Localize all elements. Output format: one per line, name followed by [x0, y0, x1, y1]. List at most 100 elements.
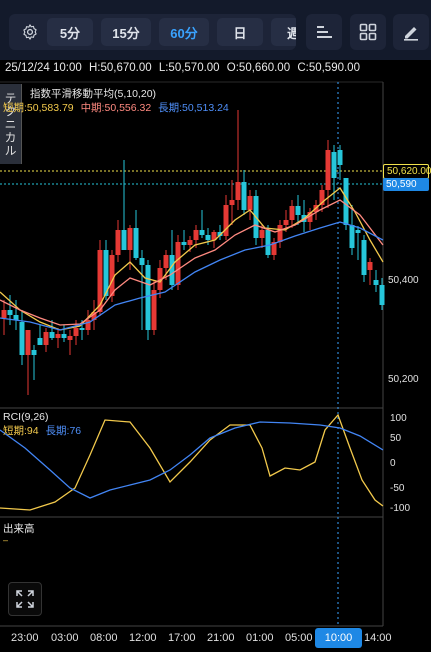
time-axis-label: 05:00: [285, 632, 313, 644]
time-axis-label: 23:00: [11, 632, 39, 644]
rci-short-line: [0, 413, 384, 511]
candle-body: [73, 328, 79, 336]
expand-chart-button[interactable]: [8, 582, 42, 616]
timeframe-60min-button[interactable]: 60分: [159, 18, 209, 46]
candle-body: [91, 312, 97, 320]
rci-axis-label: 50: [390, 433, 402, 444]
price-axis-label: 50,400: [388, 275, 419, 286]
time-axis-current: 10:00: [315, 628, 362, 648]
candle-body: [121, 230, 127, 250]
candle-body: [1, 310, 7, 318]
candle-body: [319, 190, 325, 205]
rci-lines: [0, 413, 384, 511]
timeframe-daily-button[interactable]: 日: [217, 18, 263, 46]
rci-short-value: 短期:94: [3, 425, 39, 437]
candle-body: [283, 220, 289, 225]
info-datetime: 25/12/24 10:00: [5, 62, 82, 74]
time-axis-label: 03:00: [51, 632, 79, 644]
candle-body: [295, 206, 301, 215]
timeframe-selector: 5分 15分 60分 日 週: [9, 14, 296, 50]
ema-mid-line: [0, 199, 384, 326]
drawing-tool-button[interactable]: [393, 14, 429, 50]
candle-body: [61, 334, 67, 338]
info-open: O:50,660.00: [226, 62, 291, 74]
ema-long-line: [0, 221, 384, 331]
candle-body: [19, 322, 25, 355]
grid-icon: [359, 23, 377, 41]
candle-body: [103, 250, 109, 296]
candle-body: [199, 230, 205, 235]
ema-legend: 指数平滑移動平均(5,10,20): [30, 86, 156, 101]
candle-body: [265, 230, 271, 255]
info-high: H:50,670.00: [88, 62, 152, 74]
layout-grid-button[interactable]: [350, 14, 386, 50]
candle-body: [49, 332, 55, 338]
candle-body: [355, 230, 361, 233]
rci-axis-label: 100: [390, 413, 407, 424]
candle-body: [127, 228, 133, 250]
time-axis-label: 01:00: [246, 632, 274, 644]
candle-body: [223, 205, 229, 236]
candle-body: [25, 330, 31, 355]
candle-body: [109, 255, 115, 296]
candle-body: [115, 230, 121, 255]
candle-body: [361, 240, 367, 275]
timeframe-5min-button[interactable]: 5分: [47, 18, 93, 46]
timeframe-15min-button[interactable]: 15分: [101, 18, 151, 46]
indicator-list-button[interactable]: [306, 14, 342, 50]
candle-body: [217, 232, 223, 236]
candle-body: [379, 285, 385, 305]
top-toolbar: 5分 15分 60分 日 週: [0, 0, 431, 60]
bars-icon: [317, 26, 332, 38]
candle-body: [163, 255, 169, 268]
ema-legend-title: 指数平滑移動平均(5,10,20): [30, 88, 157, 100]
candle-body: [247, 196, 253, 210]
candle-body: [271, 242, 277, 255]
info-close: C:50,590.00: [297, 62, 360, 74]
expand-icon: [16, 590, 34, 608]
ema-mid-value: 中期:50,556.32: [80, 102, 152, 114]
time-axis-label: 14:00: [364, 632, 392, 644]
time-axis-label: 08:00: [90, 632, 118, 644]
candlestick-series: [1, 110, 385, 395]
candle-body: [277, 225, 283, 242]
candle-body: [373, 280, 379, 285]
candle-body: [181, 242, 187, 245]
ema-legend-values: 短期:50,583.79 中期:50,556.32 長期:50,513.24: [3, 100, 229, 115]
rci-title: RCI(9,26): [3, 411, 49, 423]
candle-body: [205, 235, 211, 240]
settings-gear-icon[interactable]: [15, 18, 45, 46]
rci-long-line: [0, 421, 384, 499]
time-axis-label: 12:00: [129, 632, 157, 644]
side-tab-label: テクニカル: [3, 91, 17, 157]
candle-body: [235, 182, 241, 200]
ema-lines: [0, 187, 384, 331]
candle-body: [175, 242, 181, 285]
technical-side-tab[interactable]: テクニカル: [0, 84, 22, 164]
time-axis-label: 17:00: [168, 632, 196, 644]
ohlc-info: 25/12/24 10:00 H:50,670.00 L:50,570.00 O…: [5, 62, 364, 74]
candle-body: [151, 290, 157, 330]
candle-body: [133, 228, 139, 258]
timeframe-weekly-button[interactable]: 週: [271, 18, 296, 46]
volume-legend: 出来高 –: [3, 521, 35, 545]
candle-body: [289, 206, 295, 220]
price-axis-label: 50,200: [388, 374, 419, 385]
candle-body: [157, 268, 163, 290]
ema-short-line: [0, 187, 384, 331]
candle-body: [37, 338, 43, 345]
current-price-label: 50,590: [383, 178, 429, 191]
rci-axis-label: -50: [390, 483, 405, 494]
rci-legend: RCI(9,26) 短期:94 長期:76: [3, 411, 81, 438]
candle-body: [325, 150, 331, 190]
candle-body: [241, 182, 247, 210]
candle-body: [145, 265, 151, 330]
candle-body: [13, 315, 19, 320]
rci-long-value: 長期:76: [45, 425, 82, 437]
candle-body: [187, 240, 193, 245]
candle-body: [211, 232, 217, 240]
rci-axis-label: 0: [390, 458, 396, 469]
candle-body: [139, 258, 145, 265]
candle-body: [367, 262, 373, 270]
